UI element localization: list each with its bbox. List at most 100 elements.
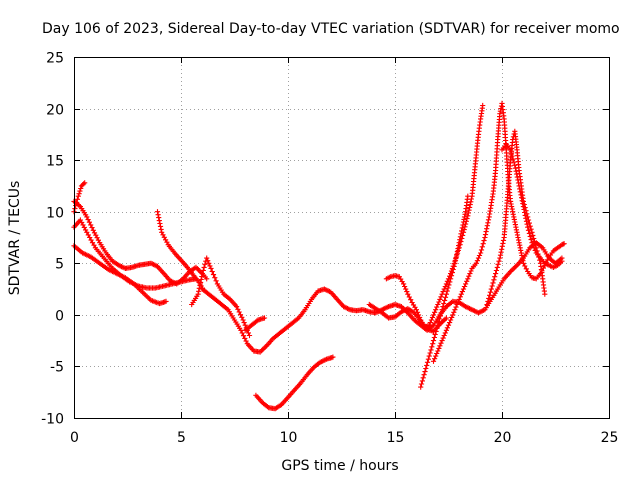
data-point [444,278,450,284]
data-point [200,267,206,274]
data-point [519,195,525,201]
data-point [239,314,245,320]
data-point [455,246,461,252]
data-point [202,261,208,267]
data-point [461,283,468,290]
data-point [460,222,466,228]
data-point [523,218,530,224]
data-point [446,282,452,288]
data-point [209,268,215,275]
data-point [459,289,465,295]
data-point [512,219,518,225]
data-point [479,244,485,250]
series-track-8 [242,315,268,333]
data-point [460,286,467,292]
data-point [458,291,464,297]
data-layer [71,100,567,412]
data-point [448,276,454,282]
data-point [461,216,467,222]
data-point [452,307,458,313]
data-point [476,252,483,259]
data-point [500,237,507,243]
data-point [452,260,458,266]
x-tick-label: 15 [387,430,405,446]
data-point [432,331,438,338]
data-point [525,224,531,230]
data-point [454,248,460,255]
data-point [443,281,449,287]
y-tick-label: -10 [41,412,64,428]
y-tick-label: 5 [55,257,64,273]
data-point [430,341,436,347]
data-point [511,159,517,165]
data-point [529,240,535,246]
data-point [206,260,212,266]
data-point [526,220,532,226]
data-point [417,314,423,320]
data-point [457,234,463,240]
data-point [77,188,83,194]
data-point [512,165,519,171]
data-point [517,189,523,195]
data-point [442,294,449,300]
data-point [484,226,490,232]
data-point [530,242,536,248]
data-point [529,229,535,235]
data-point [204,255,210,261]
data-point [74,196,80,202]
data-point [240,317,246,323]
data-point [456,240,462,246]
y-tick-label: 10 [46,206,64,222]
data-point [478,247,485,253]
data-point [441,332,447,339]
data-point [197,282,203,288]
data-point [495,261,501,267]
data-point [89,225,95,231]
data-point [441,300,447,307]
data-point [524,221,530,227]
data-point [199,271,205,277]
data-point [527,223,533,229]
data-point [435,301,441,308]
data-point [473,260,479,266]
data-point [413,307,419,313]
data-point [494,264,500,270]
data-point [447,279,453,285]
data-point [436,316,443,322]
data-point [424,362,430,368]
series-track-12 [418,193,471,390]
data-point [454,301,460,308]
data-point [496,258,502,264]
data-point [457,294,463,300]
data-point [455,299,461,305]
data-point [523,215,529,221]
data-point [405,291,411,297]
data-point [261,315,268,321]
data-point [427,350,433,356]
data-point [508,147,514,153]
data-point [510,211,516,217]
data-point [423,365,429,372]
data-point [418,381,425,387]
data-point [490,280,496,286]
data-point [426,353,432,359]
data-point [518,192,524,198]
data-point [402,283,408,290]
data-point [521,206,527,213]
data-point [500,240,506,246]
series-track-9 [253,354,336,412]
x-tick-label: 10 [280,430,298,446]
series-track-13 [430,100,567,364]
data-point [444,325,450,331]
data-point [451,263,457,269]
data-point [433,353,439,359]
data-point [234,304,240,310]
data-point [516,240,522,246]
data-point [435,348,441,354]
data-point [438,294,444,300]
data-point [163,298,169,304]
data-point [487,292,493,298]
x-tick-label: 5 [177,430,186,446]
data-point [522,209,528,216]
data-point [414,309,421,315]
